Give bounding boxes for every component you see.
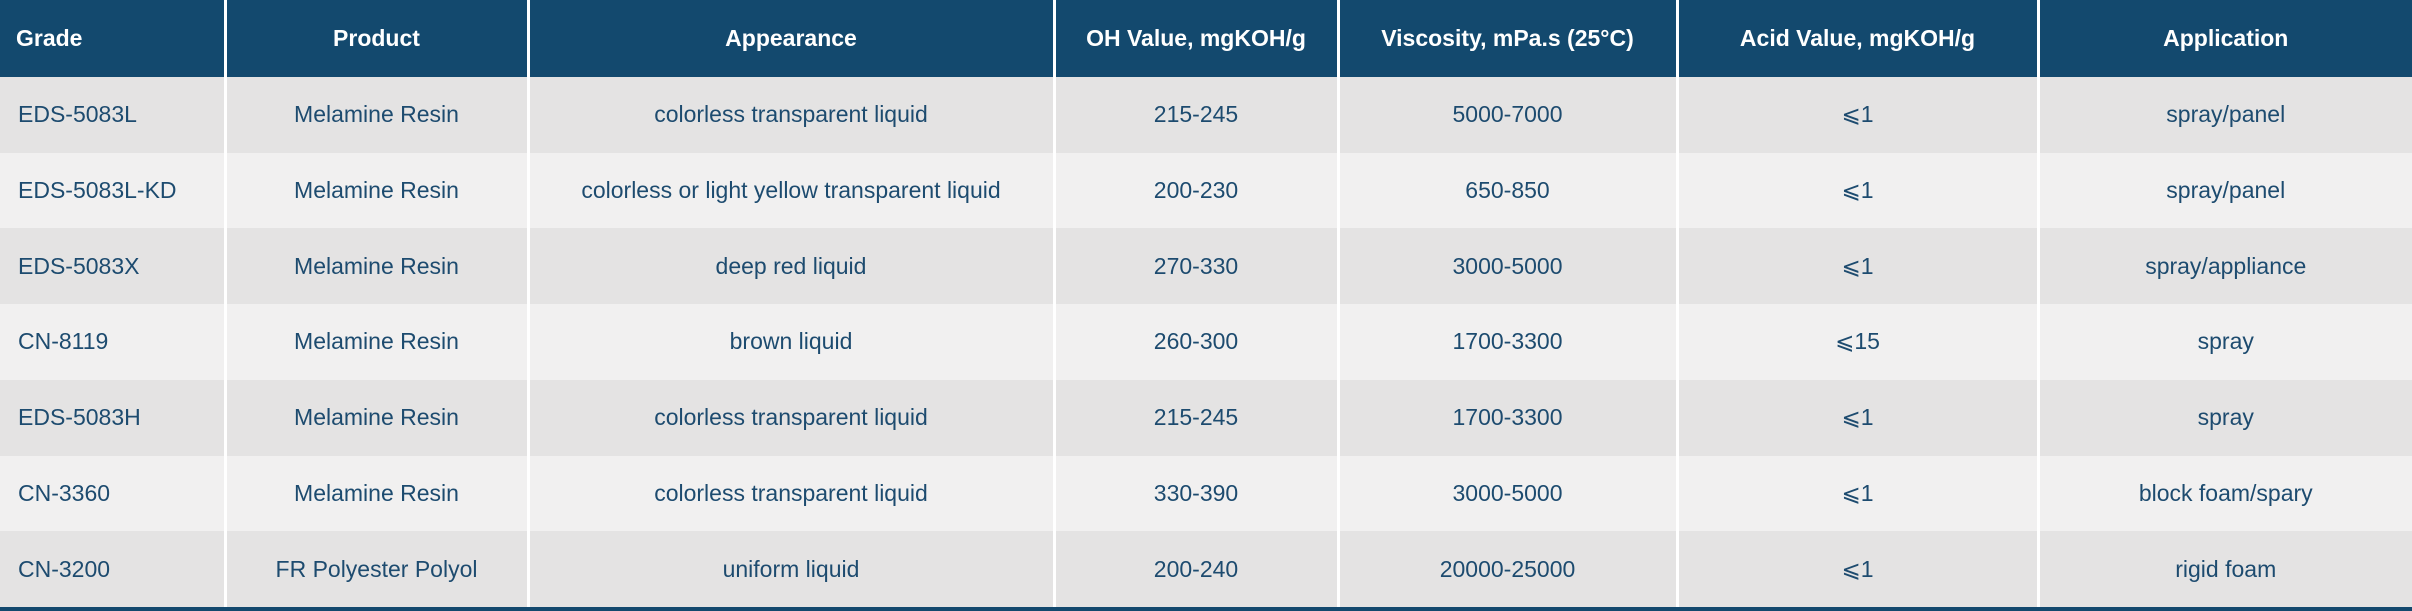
cell-grade: EDS-5083X xyxy=(0,228,227,305)
cell-acid-value: ⩽1 xyxy=(1677,152,2040,229)
cell-product: Melamine Resin xyxy=(225,77,530,153)
cell-application: spray/appliance xyxy=(2038,228,2412,305)
cell-application: block foam/spary xyxy=(2038,455,2412,532)
cell-grade: EDS-5083L-KD xyxy=(0,152,227,229)
cell-viscosity: 650-850 xyxy=(1338,152,1679,229)
cell-viscosity: 1700-3300 xyxy=(1338,379,1679,456)
column-header-acid-value: Acid Value, mgKOH/g xyxy=(1677,0,2040,77)
column-header-grade: Grade xyxy=(0,0,227,77)
cell-acid-value: ⩽1 xyxy=(1677,228,2040,305)
cell-oh-value: 200-240 xyxy=(1054,531,1340,607)
table-row: EDS-5083L-KD Melamine Resin colorless or… xyxy=(0,152,2412,229)
column-header-application: Application xyxy=(2038,0,2412,77)
cell-grade: CN-3200 xyxy=(0,531,227,607)
cell-oh-value: 270-330 xyxy=(1054,228,1340,305)
column-header-appearance: Appearance xyxy=(528,0,1056,77)
cell-viscosity: 3000-5000 xyxy=(1338,455,1679,532)
cell-product: Melamine Resin xyxy=(225,228,530,305)
column-header-product: Product xyxy=(225,0,530,77)
cell-product: Melamine Resin xyxy=(225,379,530,456)
cell-product: FR Polyester Polyol xyxy=(225,531,530,607)
column-header-oh-value: OH Value, mgKOH/g xyxy=(1054,0,1340,77)
cell-grade: CN-3360 xyxy=(0,455,227,532)
cell-acid-value: ⩽15 xyxy=(1677,304,2040,380)
table-row: CN-3360 Melamine Resin colorless transpa… xyxy=(0,455,2412,532)
cell-oh-value: 215-245 xyxy=(1054,77,1340,153)
cell-grade: CN-8119 xyxy=(0,304,227,380)
cell-acid-value: ⩽1 xyxy=(1677,455,2040,532)
cell-grade: EDS-5083H xyxy=(0,379,227,456)
cell-viscosity: 3000-5000 xyxy=(1338,228,1679,305)
cell-application: spray/panel xyxy=(2038,152,2412,229)
cell-product: Melamine Resin xyxy=(225,455,530,532)
cell-acid-value: ⩽1 xyxy=(1677,531,2040,607)
table-row: EDS-5083X Melamine Resin deep red liquid… xyxy=(0,228,2412,305)
cell-application: spray xyxy=(2038,379,2412,456)
table-header: Grade Product Appearance OH Value, mgKOH… xyxy=(0,0,2412,77)
cell-appearance: uniform liquid xyxy=(528,531,1056,607)
cell-appearance: colorless or light yellow transparent li… xyxy=(528,152,1056,229)
cell-oh-value: 200-230 xyxy=(1054,152,1340,229)
table-body: EDS-5083L Melamine Resin colorless trans… xyxy=(0,77,2412,607)
cell-oh-value: 330-390 xyxy=(1054,455,1340,532)
cell-viscosity: 20000-25000 xyxy=(1338,531,1679,607)
cell-application: spray xyxy=(2038,304,2412,380)
table-row: EDS-5083L Melamine Resin colorless trans… xyxy=(0,77,2412,153)
cell-appearance: colorless transparent liquid xyxy=(528,77,1056,153)
cell-appearance: brown liquid xyxy=(528,304,1056,380)
cell-product: Melamine Resin xyxy=(225,152,530,229)
table-row: CN-8119 Melamine Resin brown liquid 260-… xyxy=(0,304,2412,380)
cell-product: Melamine Resin xyxy=(225,304,530,380)
table-row: CN-3200 FR Polyester Polyol uniform liqu… xyxy=(0,531,2412,607)
cell-appearance: deep red liquid xyxy=(528,228,1056,305)
cell-appearance: colorless transparent liquid xyxy=(528,379,1056,456)
cell-acid-value: ⩽1 xyxy=(1677,77,2040,153)
cell-appearance: colorless transparent liquid xyxy=(528,455,1056,532)
cell-grade: EDS-5083L xyxy=(0,77,227,153)
cell-viscosity: 5000-7000 xyxy=(1338,77,1679,153)
cell-application: spray/panel xyxy=(2038,77,2412,153)
cell-application: rigid foam xyxy=(2038,531,2412,607)
table-row: EDS-5083H Melamine Resin colorless trans… xyxy=(0,379,2412,456)
cell-acid-value: ⩽1 xyxy=(1677,379,2040,456)
header-row: Grade Product Appearance OH Value, mgKOH… xyxy=(0,0,2412,77)
column-header-viscosity: Viscosity, mPa.s (25°C) xyxy=(1338,0,1679,77)
cell-oh-value: 215-245 xyxy=(1054,379,1340,456)
cell-oh-value: 260-300 xyxy=(1054,304,1340,380)
cell-viscosity: 1700-3300 xyxy=(1338,304,1679,380)
